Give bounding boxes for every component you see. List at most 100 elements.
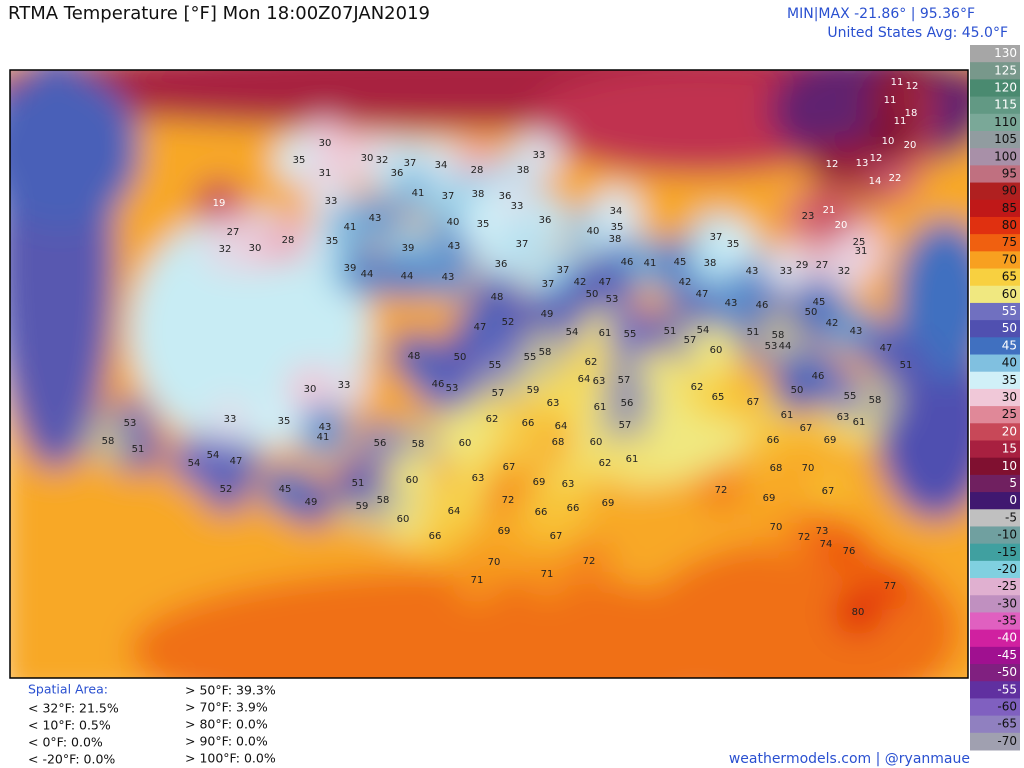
colorbar-cell — [970, 79, 1020, 98]
station-blob — [343, 250, 391, 298]
station-value: 19 — [213, 198, 226, 209]
station-value: 53 — [124, 418, 137, 429]
station-blob — [795, 278, 843, 326]
colorbar-cell — [970, 681, 1020, 699]
station-value: 53 — [606, 294, 619, 305]
colorbar-cell — [970, 474, 1020, 493]
colorbar-cell — [970, 664, 1020, 682]
station-value: 57 — [684, 335, 697, 346]
colorbar-label: 40 — [1002, 356, 1017, 370]
colorbar-cell — [970, 251, 1020, 270]
station-value: 20 — [904, 140, 917, 151]
colorbar-label: -55 — [997, 682, 1017, 696]
colorbar-cell — [970, 612, 1020, 631]
station-value: 36 — [391, 168, 404, 179]
station-value: 77 — [884, 581, 897, 592]
station-value: 69 — [602, 498, 615, 509]
station-value: 34 — [435, 160, 448, 171]
colorbar-cell — [970, 543, 1020, 562]
station-value: 30 — [249, 243, 262, 254]
station-value: 58 — [539, 347, 552, 358]
station-value: 68 — [770, 463, 783, 474]
station-value: 66 — [429, 531, 442, 542]
colorbar-cell — [970, 302, 1020, 321]
colorbar-cell — [970, 492, 1020, 510]
colorbar-cell — [970, 182, 1020, 201]
colorbar: 1301251201151101051009590858075706560555… — [970, 45, 1020, 751]
station-blob — [851, 376, 899, 424]
station-value: 51 — [352, 478, 365, 489]
colorbar-label: 85 — [1002, 201, 1017, 215]
station-blob — [825, 527, 873, 575]
station-value: 37 — [404, 158, 417, 169]
colorbar-cell — [970, 646, 1020, 665]
station-blob — [834, 588, 882, 636]
station-value: 43 — [850, 326, 863, 337]
colorbar-cell — [970, 130, 1020, 149]
station-blob — [521, 328, 569, 376]
station-blob — [189, 431, 237, 479]
colorbar-cell — [970, 732, 1020, 751]
colorbar-cell — [970, 62, 1020, 80]
station-value: 38 — [517, 165, 530, 176]
colorbar-cell — [970, 148, 1020, 166]
station-blob — [882, 341, 930, 389]
station-blob — [206, 395, 254, 443]
station-value: 47 — [230, 456, 243, 467]
colorbar-label: -45 — [997, 648, 1017, 662]
station-blob — [84, 417, 132, 465]
colorbar-label: -70 — [997, 734, 1017, 748]
station-value: 51 — [747, 327, 760, 338]
station-value: 42 — [574, 277, 587, 288]
colorbar-label: 55 — [1002, 304, 1017, 318]
station-value: 67 — [800, 423, 813, 434]
map-title: RTMA Temperature [°F] Mon 18:00Z07JAN201… — [8, 3, 430, 24]
station-value: 62 — [585, 357, 598, 368]
station-value: 37 — [442, 191, 455, 202]
station-blob — [428, 364, 476, 412]
colorbar-label: -30 — [997, 596, 1017, 610]
station-blob — [459, 200, 507, 248]
colorbar-label: 65 — [1002, 270, 1017, 284]
station-value: 45 — [279, 484, 292, 495]
station-value: 69 — [498, 526, 511, 537]
station-value: 11 — [891, 77, 904, 88]
station-value: 47 — [474, 322, 487, 333]
station-value: 36 — [499, 191, 512, 202]
station-value: 33 — [338, 380, 351, 391]
station-blob — [326, 203, 374, 251]
station-value: 33 — [325, 196, 338, 207]
field-region — [130, 570, 770, 678]
station-blob — [694, 373, 742, 421]
station-value: 35 — [326, 236, 339, 247]
station-value: 54 — [566, 327, 579, 338]
station-value: 58 — [377, 495, 390, 506]
station-value: 37 — [557, 265, 570, 276]
station-value: 72 — [583, 556, 596, 567]
station-blob — [584, 479, 632, 527]
colorbar-label: 20 — [1002, 424, 1017, 438]
station-value: 42 — [679, 277, 692, 288]
station-value: 44 — [361, 269, 374, 280]
station-value: 61 — [594, 402, 607, 413]
station-blob — [356, 419, 404, 467]
station-value: 45 — [674, 257, 687, 268]
station-value: 28 — [471, 165, 484, 176]
station-value: 67 — [503, 462, 516, 473]
station-value: 58 — [102, 436, 115, 447]
station-blob — [453, 556, 501, 604]
station-value: 52 — [220, 484, 233, 495]
colorbar-cell — [970, 440, 1020, 459]
station-value: 62 — [691, 382, 704, 393]
station-blob — [260, 397, 308, 445]
colorbar-cell — [970, 698, 1020, 717]
station-value: 60 — [397, 514, 410, 525]
stats-below: < 10°F: 0.5% — [28, 718, 111, 733]
station-value: 67 — [747, 397, 760, 408]
station-blob — [264, 216, 312, 264]
station-value: 47 — [599, 277, 612, 288]
station-value: 60 — [459, 438, 472, 449]
station-value: 72 — [798, 532, 811, 543]
station-value: 54 — [188, 458, 201, 469]
colorbar-cell — [970, 113, 1020, 132]
